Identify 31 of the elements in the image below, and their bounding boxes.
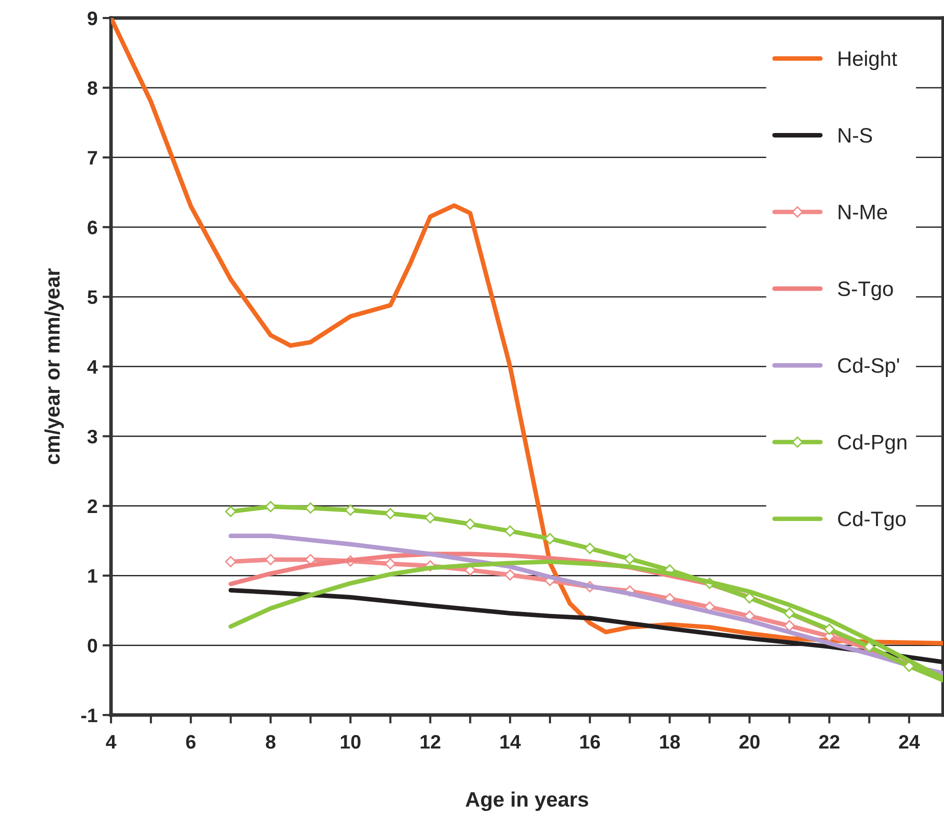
y-tick-label: 4: [87, 360, 98, 374]
x-tick-label: 22: [819, 734, 840, 749]
x-tick-label: 24: [898, 734, 920, 749]
legend-label: Height: [838, 50, 898, 70]
y-tick-label: 9: [88, 11, 98, 26]
x-axis-title: Age in years: [466, 791, 588, 811]
y-tick-label: 7: [88, 151, 97, 164]
x-tick-label: 4: [106, 735, 116, 749]
x-tick-label: 6: [186, 734, 196, 749]
y-tick-label: 2: [88, 499, 98, 513]
legend-label: Cd-Sp': [838, 358, 900, 377]
y-axis-title: cm/year or mm/year: [44, 268, 64, 464]
x-tick-label: 16: [580, 734, 600, 749]
legend-label: N-S: [838, 128, 872, 143]
x-tick-label: 14: [500, 735, 521, 749]
y-tick-label: 5: [88, 290, 98, 304]
legend-label: Cd-Pgn: [838, 434, 906, 454]
x-tick-label: 20: [739, 734, 760, 749]
y-tick-label: 1: [88, 569, 98, 583]
y-tick-label: 3: [87, 430, 98, 444]
y-tick-label: 8: [88, 81, 98, 95]
y-tick-label: 0: [88, 638, 98, 653]
x-tick-label: 18: [660, 734, 680, 749]
legend-label: S-Tgo: [838, 281, 893, 300]
x-tick-label: 12: [420, 734, 440, 749]
legend-label: Cd-Tgo: [838, 510, 906, 530]
y-tick-label: 6: [88, 220, 98, 234]
legend-label: N-Me: [838, 204, 888, 220]
x-tick-label: 8: [266, 734, 276, 749]
y-tick-label: -1: [81, 708, 98, 722]
x-tick-label: 10: [340, 734, 360, 749]
